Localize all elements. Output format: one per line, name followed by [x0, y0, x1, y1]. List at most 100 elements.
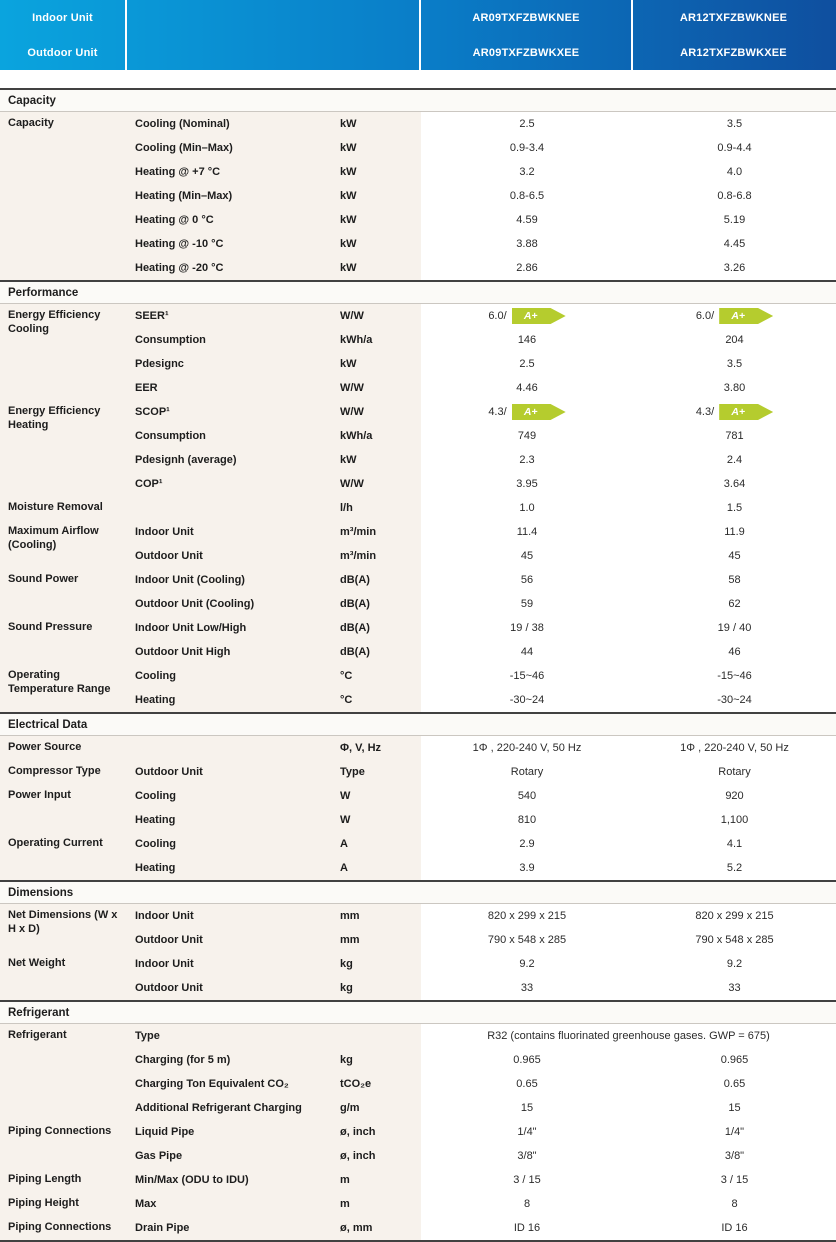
spec-value-text: 540: [517, 790, 537, 802]
spec-group: Energy Efficiency Heating SCOP¹ W/W 4.3/A+ 4…: [0, 400, 836, 496]
category-label: Power Input: [0, 784, 127, 832]
spec-value: -15~46: [421, 664, 633, 688]
spec-label: Indoor Unit: [127, 520, 340, 544]
spec-group: Power Source Φ, V, Hz 1Φ , 220-240 V, 50 H…: [0, 736, 836, 760]
spec-value: 19 / 38: [421, 616, 633, 640]
spec-value: 3/8": [421, 1144, 633, 1168]
unit-label: W/W: [340, 376, 421, 400]
unit-label: °C: [340, 688, 421, 712]
spec-value: 19 / 40: [633, 616, 836, 640]
spec-value-text: 19 / 38: [510, 622, 544, 634]
spec-value: 3.2: [421, 160, 633, 184]
spec-value: Rotary: [421, 760, 633, 784]
spec-value-text: 4.1: [726, 838, 743, 850]
spec-row: Cooling (Min–Max) kW 0.9-3.4 0.9-4.4: [127, 136, 836, 160]
spec-value: 4.46: [421, 376, 633, 400]
spec-label: Charging (for 5 m): [127, 1048, 340, 1072]
unit-label: dB(A): [340, 640, 421, 664]
spec-value-text: 1.5: [726, 502, 743, 514]
unit-label: m: [340, 1192, 421, 1216]
spec-value: 5.2: [633, 856, 836, 880]
spec-group-rows: Max m 8 8: [127, 1192, 836, 1216]
spec-label: Cooling (Nominal): [127, 112, 340, 136]
model-1-outdoor-name: AR09TXFZBWKXEE: [472, 46, 580, 59]
spec-group: Power Input Cooling W 540 920 Heating W 810 1,10…: [0, 784, 836, 832]
section-header: Performance: [0, 280, 836, 304]
spec-group-rows: Type R32 (contains fluorinated greenhouse…: [127, 1024, 836, 1120]
unit-label: A: [340, 832, 421, 856]
unit-label: kg: [340, 1048, 421, 1072]
spec-value-text: 3/8": [517, 1150, 537, 1162]
spec-label: Heating: [127, 856, 340, 880]
spec-group-rows: Drain Pipe ø, mm ID 16 ID 16: [127, 1216, 836, 1240]
spec-row: Outdoor Unit Type Rotary Rotary: [127, 760, 836, 784]
energy-class-badge: A+: [511, 308, 566, 324]
spec-row: Pdesignc kW 2.5 3.5: [127, 352, 836, 376]
spec-value-text: 0.965: [720, 1054, 749, 1066]
spec-label: Indoor Unit: [127, 952, 340, 976]
spec-label: Charging Ton Equivalent CO₂: [127, 1072, 340, 1096]
spec-group-rows: Indoor Unit m³/min 11.4 11.9 Outdoor Unit m³/…: [127, 520, 836, 568]
spec-value: 2.5: [421, 112, 633, 136]
spec-value: 2.4: [633, 448, 836, 472]
spec-group-rows: Cooling (Nominal) kW 2.5 3.5 Cooling (Min–Ma…: [127, 112, 836, 280]
spec-group: Energy Efficiency Cooling SEER¹ W/W 6.0/A+ 6…: [0, 304, 836, 400]
spec-group: Compressor Type Outdoor Unit Type Rotary Rot…: [0, 760, 836, 784]
spec-value: 4.1: [633, 832, 836, 856]
spec-value: 540: [421, 784, 633, 808]
spec-label: [127, 736, 340, 760]
spec-value-text: 19 / 40: [717, 622, 752, 634]
spec-value: 204: [633, 328, 836, 352]
spec-value: 810: [421, 808, 633, 832]
unit-label: tCO₂e: [340, 1072, 421, 1096]
spec-value: 0.9-3.4: [421, 136, 633, 160]
unit-label: ø, inch: [340, 1120, 421, 1144]
spec-label: Heating @ -10 °C: [127, 232, 340, 256]
spec-label: Outdoor Unit High: [127, 640, 340, 664]
spec-value-text: 204: [725, 334, 744, 346]
spec-value-text: 46: [728, 646, 741, 658]
spec-value: 1Φ , 220-240 V, 50 Hz: [421, 736, 633, 760]
spec-value: 4.3/A+: [421, 400, 633, 424]
spec-value-text: 15: [520, 1102, 534, 1114]
spec-value-text: 1Φ , 220-240 V, 50 Hz: [680, 742, 789, 754]
spec-label: Indoor Unit Low/High: [127, 616, 340, 640]
spec-label: Heating: [127, 808, 340, 832]
spec-group-rows: Outdoor Unit Type Rotary Rotary: [127, 760, 836, 784]
spec-value: 3.95: [421, 472, 633, 496]
spec-value-text: 59: [520, 598, 534, 610]
model-column-1-header: AR09TXFZBWKNEE AR09TXFZBWKXEE: [421, 0, 633, 70]
spec-value-text: 8: [523, 1198, 531, 1210]
spec-group: Piping Height Max m 8 8: [0, 1192, 836, 1216]
spec-row: Outdoor Unit kg 33 33: [127, 976, 836, 1000]
spec-label: Indoor Unit: [127, 904, 340, 928]
spec-group: Sound Power Indoor Unit (Cooling) dB(A) 56 5…: [0, 568, 836, 616]
spec-row: Cooling W 540 920: [127, 784, 836, 808]
spec-value: 920: [633, 784, 836, 808]
spec-value-text: -30~24: [509, 694, 545, 706]
unit-label: kW: [340, 352, 421, 376]
spec-value: 3.9: [421, 856, 633, 880]
spec-value-text: 3.88: [516, 238, 538, 250]
spec-value: 790 x 548 x 285: [633, 928, 836, 952]
unit-label: [340, 1024, 421, 1048]
spec-value: 2.86: [421, 256, 633, 280]
spec-value: 58: [633, 568, 836, 592]
category-label: Moisture Removal: [0, 496, 127, 520]
spec-group-rows: SCOP¹ W/W 4.3/A+ 4.3/A+ Consumption kWh/a 749 7…: [127, 400, 836, 496]
spec-value: 33: [633, 976, 836, 1000]
spec-value-text: 3.5: [726, 118, 743, 130]
spec-row: Indoor Unit (Cooling) dB(A) 56 58: [127, 568, 836, 592]
spec-value: 9.2: [421, 952, 633, 976]
spec-row: Drain Pipe ø, mm ID 16 ID 16: [127, 1216, 836, 1240]
spec-row: Indoor Unit Low/High dB(A) 19 / 38 19 / 40: [127, 616, 836, 640]
indoor-unit-header-label: Indoor Unit: [32, 11, 93, 24]
spec-group-rows: Cooling °C -15~46 -15~46 Heating °C -30~24 -30~…: [127, 664, 836, 712]
category-label: Piping Connections: [0, 1216, 127, 1240]
spec-value: 8: [421, 1192, 633, 1216]
unit-label: dB(A): [340, 616, 421, 640]
spec-value-text: 810: [517, 814, 537, 826]
spec-value: 749: [421, 424, 633, 448]
spec-row: Additional Refrigerant Charging g/m 15 15: [127, 1096, 836, 1120]
spec-row: Consumption kWh/a 146 204: [127, 328, 836, 352]
